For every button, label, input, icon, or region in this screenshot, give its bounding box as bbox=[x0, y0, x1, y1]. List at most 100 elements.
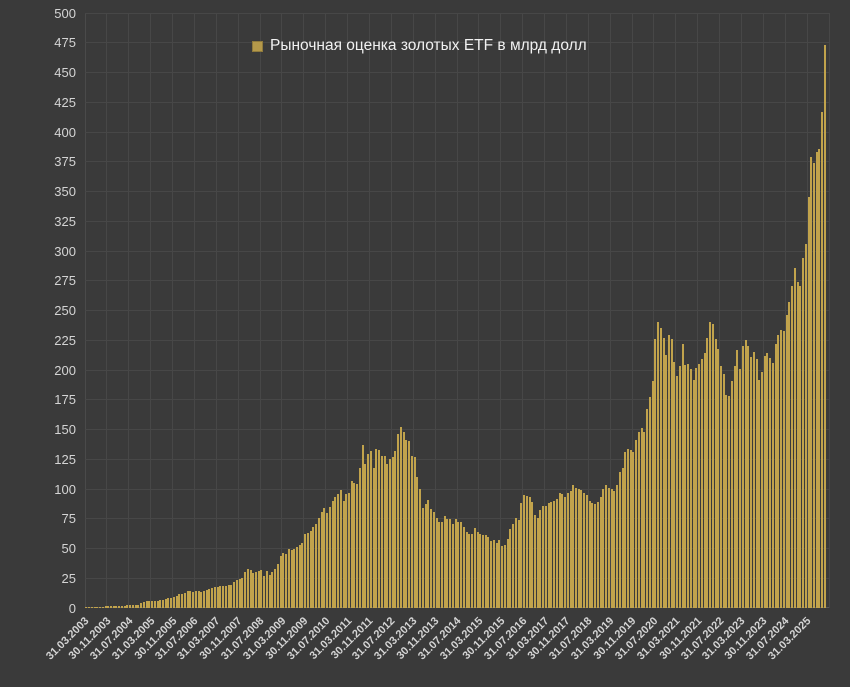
bar bbox=[616, 485, 619, 608]
gridline-v bbox=[478, 13, 480, 608]
bar bbox=[430, 509, 433, 608]
bar bbox=[506, 538, 509, 608]
bar bbox=[211, 588, 214, 608]
bar bbox=[657, 322, 660, 608]
bar bbox=[525, 496, 528, 608]
bar bbox=[602, 489, 605, 608]
bar bbox=[161, 599, 164, 608]
bar bbox=[711, 323, 714, 608]
bar bbox=[484, 535, 487, 608]
bar bbox=[479, 534, 482, 608]
y-axis-label: 100 bbox=[54, 481, 76, 497]
bar bbox=[812, 162, 815, 608]
bar bbox=[591, 503, 594, 608]
bar bbox=[402, 431, 405, 608]
y-axis-label: 75 bbox=[61, 511, 76, 527]
bar bbox=[361, 444, 364, 608]
gridline-v bbox=[500, 13, 502, 608]
bar bbox=[260, 569, 263, 608]
bar bbox=[758, 379, 761, 608]
bar bbox=[523, 494, 526, 608]
bar bbox=[334, 497, 337, 608]
bar bbox=[799, 285, 802, 608]
bar bbox=[224, 586, 227, 608]
bar bbox=[118, 605, 121, 608]
bar bbox=[131, 605, 134, 608]
bar bbox=[315, 523, 318, 608]
bar bbox=[821, 111, 824, 608]
bar bbox=[550, 502, 553, 608]
gridline-v bbox=[303, 13, 305, 608]
bar bbox=[460, 522, 463, 608]
bar bbox=[391, 456, 394, 608]
bar bbox=[564, 497, 567, 608]
bar bbox=[189, 591, 192, 608]
bar bbox=[115, 605, 118, 608]
bar bbox=[613, 491, 616, 608]
y-axis-label: 375 bbox=[54, 154, 76, 170]
bar bbox=[542, 505, 545, 608]
bar bbox=[241, 577, 244, 608]
bar bbox=[640, 428, 643, 608]
bar bbox=[140, 602, 143, 608]
bar bbox=[394, 450, 397, 608]
bar bbox=[566, 492, 569, 608]
y-axis-label: 325 bbox=[54, 213, 76, 229]
bar bbox=[719, 366, 722, 608]
bar bbox=[347, 492, 350, 608]
gridline-v bbox=[368, 13, 370, 608]
bar bbox=[424, 504, 427, 608]
bar bbox=[802, 258, 805, 608]
bar bbox=[309, 530, 312, 608]
bar bbox=[662, 337, 665, 608]
gridline-v bbox=[522, 13, 524, 608]
bar bbox=[427, 499, 430, 608]
bar bbox=[304, 534, 307, 608]
bar bbox=[244, 572, 247, 608]
bar bbox=[405, 440, 408, 608]
bar bbox=[85, 607, 88, 608]
bar bbox=[104, 606, 107, 608]
bar bbox=[410, 455, 413, 608]
bar bbox=[263, 575, 266, 608]
bar bbox=[230, 584, 233, 608]
gridline-v bbox=[325, 13, 327, 608]
bar bbox=[594, 504, 597, 608]
bar bbox=[397, 434, 400, 608]
bar bbox=[440, 522, 443, 608]
bar bbox=[514, 517, 517, 608]
bar bbox=[170, 597, 173, 608]
bar bbox=[435, 517, 438, 608]
bar bbox=[703, 353, 706, 608]
bar bbox=[722, 373, 725, 608]
bar bbox=[807, 197, 810, 608]
bar bbox=[823, 45, 826, 608]
bar bbox=[129, 605, 132, 608]
bar bbox=[588, 500, 591, 608]
y-axis-label: 450 bbox=[54, 65, 76, 80]
bar bbox=[353, 483, 356, 608]
bar bbox=[637, 431, 640, 608]
bar bbox=[643, 431, 646, 608]
bar bbox=[730, 380, 733, 608]
bar bbox=[120, 605, 123, 608]
bar bbox=[788, 302, 791, 608]
bar bbox=[164, 599, 167, 608]
bar bbox=[298, 544, 301, 608]
bar bbox=[279, 555, 282, 608]
bar bbox=[752, 352, 755, 608]
gridline-v bbox=[587, 13, 589, 608]
bar bbox=[451, 523, 454, 608]
bar bbox=[577, 489, 580, 608]
bar bbox=[421, 508, 424, 608]
bar bbox=[741, 346, 744, 608]
bar bbox=[528, 497, 531, 608]
bar bbox=[197, 590, 200, 608]
bar bbox=[531, 502, 534, 608]
bar bbox=[153, 600, 156, 608]
gridline-v bbox=[675, 13, 677, 608]
y-axis-label: 400 bbox=[54, 124, 76, 140]
bar bbox=[482, 535, 484, 608]
bar bbox=[490, 541, 493, 608]
bar bbox=[596, 502, 599, 608]
